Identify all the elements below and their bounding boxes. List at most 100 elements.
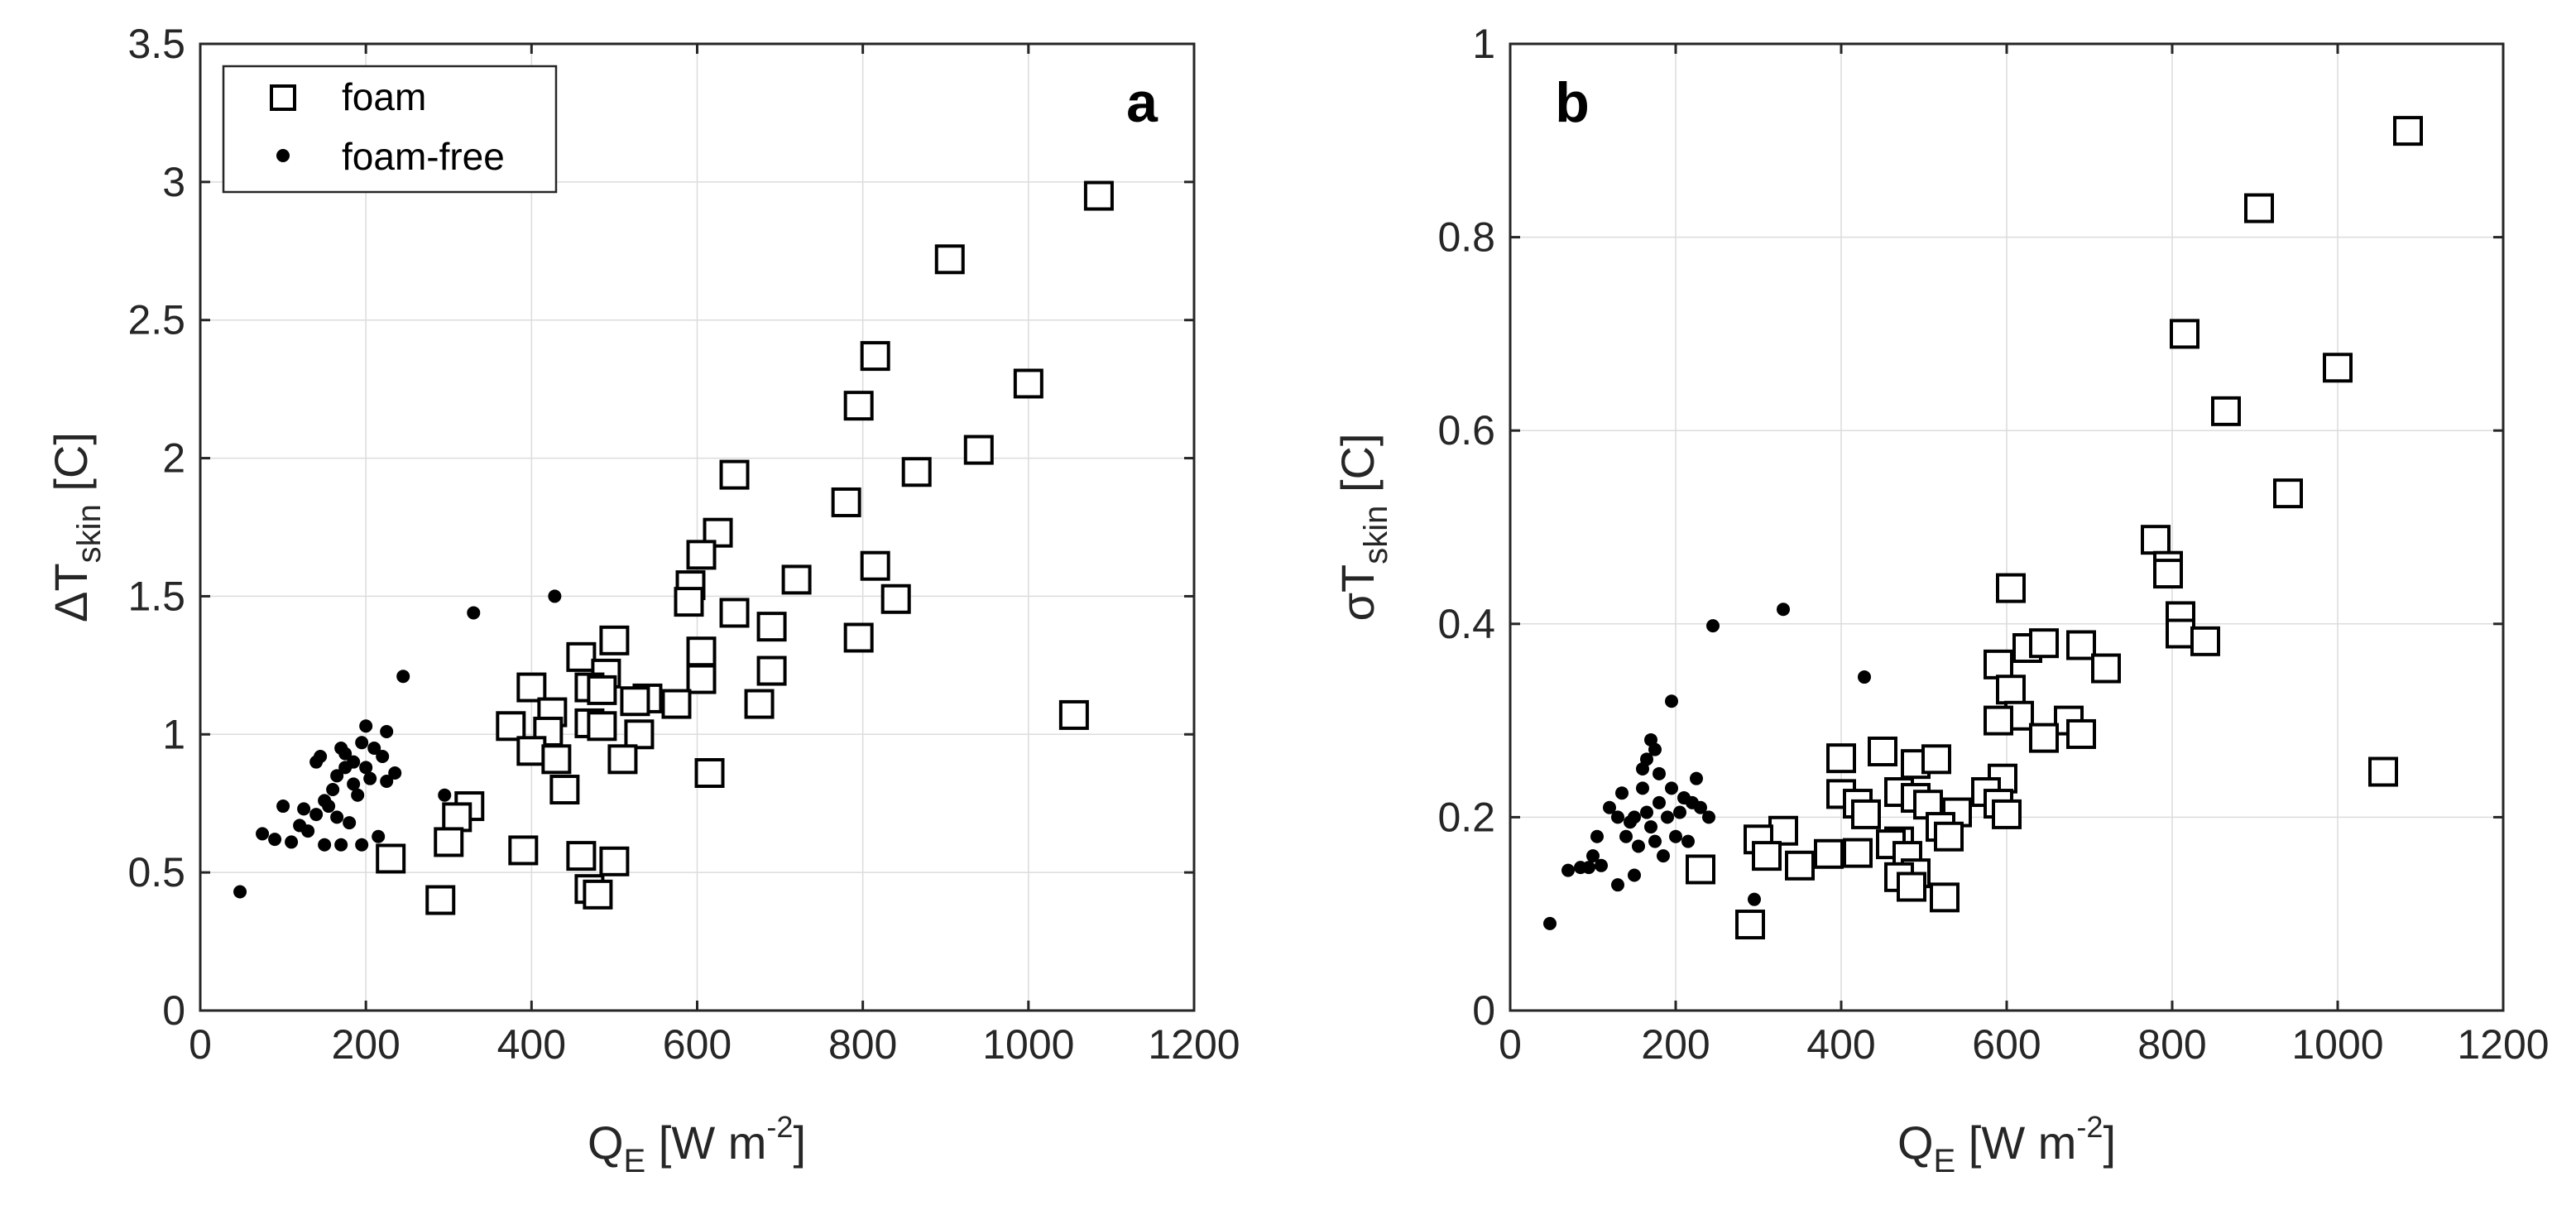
panel-a-foam-free-point bbox=[363, 771, 377, 785]
panel-b-foam-free-point bbox=[1673, 805, 1686, 819]
panel-b-foam-point bbox=[1851, 799, 1881, 829]
panel-b-foam-point bbox=[2368, 756, 2398, 787]
panel-a-foam-point bbox=[686, 636, 717, 667]
panel-a-foam-free-point bbox=[268, 833, 282, 847]
panel-a-y-axis-label: ΔTskin [C] bbox=[45, 432, 108, 622]
panel-a-y-tick-label: 3.5 bbox=[127, 21, 185, 67]
panel-b-foam-point bbox=[1735, 910, 1765, 940]
panel-b-foam-free-point bbox=[1653, 795, 1666, 809]
panel-a-foam-point bbox=[516, 736, 547, 766]
panel-b-foam-free-point bbox=[1619, 829, 1633, 843]
panel-b-foam-free-point bbox=[1858, 670, 1871, 684]
panel-b-foam-free-point bbox=[1669, 829, 1682, 843]
panel-a-foam-point bbox=[843, 622, 874, 653]
panel-b-foam-point bbox=[2393, 116, 2423, 146]
panel-b-foam-point bbox=[2244, 193, 2274, 223]
panel-b-foam-free-point bbox=[1611, 810, 1624, 824]
panel-a-foam-point bbox=[934, 244, 965, 275]
panel-a-foam-point bbox=[516, 672, 547, 703]
panel-b-y-axis-label: σTskin [C] bbox=[1331, 433, 1394, 621]
panel-a-foam-free-point bbox=[309, 808, 324, 822]
panel-b-foam-free-point bbox=[1657, 849, 1670, 863]
panel-b-foam-point bbox=[2211, 396, 2241, 426]
panel-a-foam-point bbox=[508, 835, 539, 866]
panel-a-foam-free-point bbox=[359, 761, 373, 775]
panel-b-foam-free-point bbox=[1640, 752, 1653, 766]
panel-a-y-tick-label: 1 bbox=[162, 711, 185, 757]
panel-b-x-axis-label: QE [W m-2] bbox=[1897, 1110, 2116, 1179]
panel-a-foam-free-point bbox=[297, 802, 311, 816]
panel-b-foam-point bbox=[2153, 559, 2183, 589]
panel-a-foam-free-point bbox=[548, 589, 562, 603]
panel-b-foam-free-point bbox=[1648, 834, 1662, 848]
panel-a-foam-free-point bbox=[376, 749, 390, 763]
panel-b-foam-point bbox=[2091, 653, 2121, 684]
panel-a-x-tick-label: 0 bbox=[189, 1021, 212, 1068]
panel-b-foam-free-point bbox=[1582, 861, 1595, 875]
panel-a-y-tick-label: 0.5 bbox=[127, 849, 185, 895]
panel-a-foam-point bbox=[583, 879, 613, 910]
panel-a-foam-point bbox=[719, 598, 750, 628]
panel-b-foam-point bbox=[2166, 618, 2195, 649]
panel-a-foam-point bbox=[587, 711, 617, 742]
panel-a-foam-point bbox=[901, 457, 932, 487]
panel-a-foam-point bbox=[1083, 180, 1114, 211]
panel-a-foam-free-point bbox=[380, 775, 394, 789]
legend-foam-free-marker bbox=[276, 149, 290, 162]
panel-a-foam-point bbox=[860, 341, 890, 372]
panel-b-foam-point bbox=[1686, 854, 1715, 885]
panel-b-foam-free-point bbox=[1681, 834, 1695, 848]
panel-a-foam-free-point bbox=[334, 838, 348, 852]
panel-b-foam-free-point bbox=[1543, 916, 1557, 930]
panel-b-foam-free-point bbox=[1777, 603, 1790, 617]
panel-a-foam-free-point bbox=[355, 736, 369, 750]
panel-b-foam-free-point bbox=[1661, 810, 1674, 824]
panel-b-x-tick-label: 400 bbox=[1806, 1021, 1875, 1068]
panel-b: 0 200 400 600 800 1000 1200 0 0.2 0.4 0.6 0.8 1 b QE… bbox=[1331, 21, 2550, 1179]
panel-a-data bbox=[233, 180, 1114, 915]
panel-b-foam-point bbox=[2273, 478, 2303, 509]
panel-a-foam-free-point bbox=[347, 777, 361, 791]
panel-a-foam-free-point bbox=[467, 606, 481, 620]
panel-b-y-tick-label: 0.8 bbox=[1437, 214, 1495, 261]
panel-b-foam-free-point bbox=[1603, 800, 1616, 814]
panel-a-foam-point bbox=[756, 655, 787, 686]
panel-a-foam-point bbox=[781, 564, 812, 595]
panel-b-x-tick-label: 200 bbox=[1641, 1021, 1710, 1068]
panel-a-x-axis-label: QE [W m-2] bbox=[588, 1110, 806, 1179]
panel-a-foam-point bbox=[566, 641, 597, 672]
legend-foam-label: foam bbox=[342, 75, 426, 118]
panel-a-foam-free-point bbox=[372, 829, 386, 843]
panel-a-foam-point bbox=[1013, 368, 1043, 399]
panel-b-foam-free-point bbox=[1644, 820, 1657, 834]
panel-a-foam-free-point bbox=[285, 835, 299, 849]
panel-a-foam-free-point bbox=[347, 755, 361, 769]
panel-b-data bbox=[1543, 116, 2423, 940]
panel-a-foam-free-point bbox=[276, 799, 290, 814]
panel-b-foam-point bbox=[1921, 744, 1951, 775]
panel-a-foam-point bbox=[587, 675, 617, 705]
panel-b-y-tick-label: 0 bbox=[1472, 987, 1495, 1034]
panel-a-foam-point bbox=[831, 487, 861, 517]
panel-b-y-tick-label: 0.2 bbox=[1437, 794, 1495, 840]
panel-a-x-tick-label: 400 bbox=[497, 1021, 566, 1068]
panel-a-foam-free-point bbox=[343, 816, 357, 830]
legend-foam-marker bbox=[270, 84, 296, 111]
panel-b-grid bbox=[1509, 43, 2504, 1011]
panel-b-x-tick-label: 1000 bbox=[2291, 1021, 2383, 1068]
panel-b-foam-free-point bbox=[1615, 786, 1629, 800]
panel-b-y-tick-label: 0.6 bbox=[1437, 407, 1495, 454]
panel-b-foam-point bbox=[2066, 718, 2096, 749]
panel-a-foam-point bbox=[843, 391, 874, 421]
panel-b-foam-point bbox=[1930, 882, 1960, 913]
panel-b-foam-point bbox=[1996, 573, 2026, 603]
panel-a-foam-free-point bbox=[438, 788, 452, 802]
panel-b-foam-free-point bbox=[1665, 694, 1678, 708]
panel-a-foam-free-point bbox=[330, 810, 344, 824]
panel-b-foam-point bbox=[1785, 850, 1815, 881]
panel-a-x-tick-label: 200 bbox=[331, 1021, 400, 1068]
panel-a-foam-free-point bbox=[396, 670, 410, 684]
panel-a-foam-point bbox=[686, 664, 717, 694]
panel-b-foam-free-point bbox=[1706, 619, 1720, 633]
